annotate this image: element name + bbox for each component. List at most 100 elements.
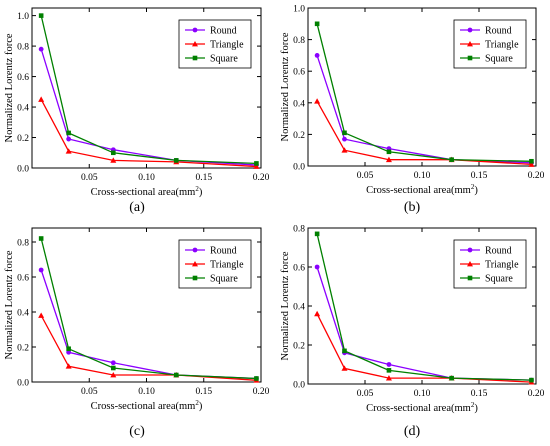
y-tick-label: 0.6 [293, 68, 305, 78]
x-tick-label: 0.20 [253, 387, 270, 397]
y-axis-label: Normalized Lorentz force [280, 32, 291, 141]
x-tick-label: 0.15 [195, 387, 212, 397]
y-tick-label: 0.8 [17, 43, 29, 53]
legend-label-square: Square [485, 274, 513, 285]
caption-d: (d) [403, 424, 421, 439]
data-point-square [38, 13, 44, 18]
y-tick-label: 0.2 [17, 344, 29, 354]
x-tick-label: 0.10 [414, 389, 431, 399]
data-point-square [314, 231, 320, 237]
x-tick-label: 0.10 [138, 173, 155, 183]
data-point-triangle [65, 363, 72, 369]
legend-label-square: Square [210, 274, 238, 285]
data-point-square [314, 21, 320, 27]
y-tick-label: 0.6 [17, 274, 29, 284]
legend-marker-square [192, 275, 198, 281]
legend-marker-triangle [467, 261, 473, 267]
data-point-round [314, 264, 320, 270]
legend-label-triangle: Triangle [485, 40, 519, 51]
data-point-triangle [528, 161, 535, 167]
data-point-round [386, 362, 392, 367]
legend-marker-round [192, 247, 198, 253]
x-axis-label: Cross-sectional area(mm2) [91, 185, 203, 198]
data-point-square [173, 158, 179, 163]
legend-label-square: Square [485, 54, 513, 65]
x-tick-label: 0.20 [253, 173, 270, 183]
chart-panel-3: 0.05 0.10 0.15 0.20 0.0 0.2 0.4 0.6 0.8 Cross-sec… [4, 227, 270, 412]
y-tick-label: 0.4 [17, 104, 29, 114]
legend-marker-square [467, 55, 473, 61]
data-point-triangle [314, 98, 321, 104]
y-tick-label: 0.2 [293, 342, 305, 352]
y-tick-label: 0.4 [17, 309, 29, 319]
x-tick-label: 0.05 [81, 387, 98, 397]
chart-panel-2: 0.05 0.10 0.15 0.20 0.0 0.2 0.4 0.6 0.8 1.0 Cross-… [280, 5, 545, 197]
data-point-square [38, 236, 44, 241]
x-tick-label: 0.20 [528, 389, 545, 399]
data-point-triangle [314, 310, 321, 317]
data-point-round [342, 136, 347, 142]
legend-marker-round [192, 27, 198, 33]
chart-panel-4: 0.05 0.10 0.15 0.20 0.0 0.2 0.4 0.6 0.8 Cross-sec… [280, 225, 545, 415]
data-point-round [110, 360, 116, 366]
data-point-square [66, 346, 71, 352]
x-tick-label: 0.15 [195, 173, 212, 183]
data-point-square [386, 368, 392, 373]
y-tick-label: 0.0 [293, 381, 305, 391]
data-point-triangle [38, 96, 45, 102]
y-tick-label: 0.8 [17, 239, 29, 249]
data-point-square [173, 372, 179, 378]
x-axis-label: Cross-sectional area(mm2) [91, 399, 203, 412]
data-point-triangle [38, 312, 45, 318]
data-point-triangle [65, 148, 72, 154]
data-point-round [314, 53, 320, 58]
chart-panel-1: 0.05 0.10 0.15 0.20 0.0 0.2 0.4 0.6 0.8 1.0 Cross-… [4, 7, 270, 198]
data-point-square [342, 130, 347, 136]
y-tick-label: 0.2 [293, 131, 305, 141]
y-tick-label: 1.0 [293, 5, 305, 15]
data-point-triangle [385, 156, 392, 163]
legend-marker-triangle [192, 261, 198, 267]
x-tick-label: 0.15 [471, 171, 488, 181]
data-point-square [449, 157, 454, 162]
data-point-square [110, 150, 116, 156]
legend-marker-round [467, 247, 473, 253]
y-tick-label: 0.4 [293, 99, 305, 109]
x-tick-label: 0.10 [138, 387, 155, 397]
legend-label-round: Round [485, 246, 512, 257]
data-point-square [254, 161, 259, 166]
data-point-round [38, 267, 44, 273]
data-point-triangle [341, 365, 348, 371]
data-point-square [110, 365, 116, 371]
data-point-triangle [253, 163, 260, 169]
data-point-square [254, 376, 259, 381]
data-point-triangle [110, 372, 117, 378]
legend-label-triangle: Triangle [210, 40, 244, 51]
y-tick-label: 0.0 [17, 379, 29, 389]
data-point-square [386, 149, 392, 155]
legend-marker-square [467, 275, 473, 281]
y-tick-label: 0.0 [293, 163, 305, 173]
data-point-square [66, 130, 71, 136]
y-tick-label: 0.2 [17, 134, 29, 144]
x-tick-label: 0.10 [414, 171, 431, 181]
data-point-triangle [385, 375, 392, 381]
y-axis-label: Normalized Lorentz force [4, 250, 15, 359]
y-tick-label: 1.0 [17, 12, 29, 22]
series-line-triangle [40, 315, 257, 381]
y-tick-label: 0.8 [293, 225, 305, 235]
y-tick-label: 0.6 [293, 264, 305, 274]
legend-marker-triangle [192, 41, 198, 47]
data-point-triangle [341, 147, 348, 153]
x-tick-label: 0.05 [357, 389, 374, 399]
data-point-round [38, 46, 44, 52]
y-tick-label: 0.0 [17, 165, 29, 175]
data-point-triangle [110, 157, 117, 163]
data-point-square [449, 375, 454, 381]
y-axis-label: Normalized Lorentz force [280, 251, 291, 360]
series-line-round [316, 55, 532, 164]
legend-marker-round [467, 27, 473, 33]
legend-label-round: Round [210, 26, 237, 37]
